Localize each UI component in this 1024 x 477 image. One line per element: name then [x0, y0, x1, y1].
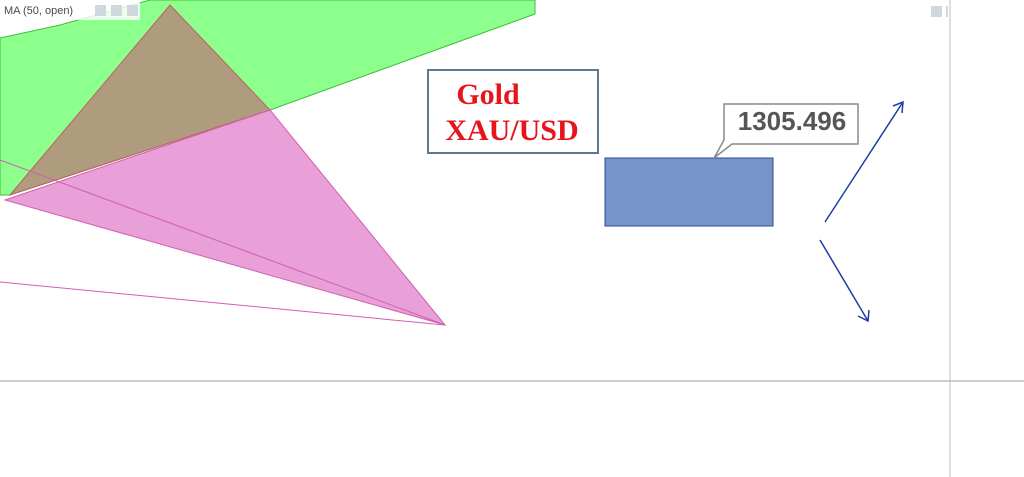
pattern-triangle: [8, 4, 271, 197]
icon: [127, 5, 138, 16]
arrow: [819, 239, 869, 322]
title: Gold: [456, 78, 520, 111]
icon: [95, 5, 106, 16]
arrow-head: [892, 100, 904, 114]
pattern-line: [0, 281, 446, 326]
icon: [946, 6, 948, 17]
indicator-label: MA (50, open): [4, 5, 73, 17]
harmonic-pattern: [0, 0, 536, 326]
arrow: [824, 101, 904, 223]
subtitle: XAU/USD: [445, 114, 578, 147]
title-box: [427, 69, 599, 154]
zone-box: [604, 157, 774, 227]
pattern-line: [0, 159, 446, 326]
icon: [111, 5, 122, 16]
icon: [931, 6, 942, 17]
callout-box: [713, 103, 859, 159]
arrow-head: [857, 309, 870, 323]
overlay: Gold XAU/USD 1305.496 MA (50, open): [0, 2, 948, 323]
pattern-triangle: [3, 109, 447, 326]
callout-price: 1305.496: [738, 106, 846, 136]
